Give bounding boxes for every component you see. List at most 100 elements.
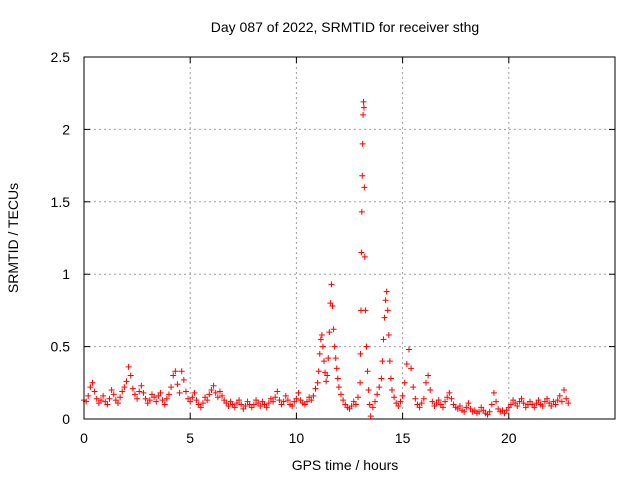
data-point [490, 389, 497, 396]
data-point [340, 397, 347, 404]
data-point [488, 401, 495, 408]
data-point [544, 395, 551, 402]
data-point [176, 389, 183, 396]
data-point [165, 391, 172, 398]
data-point [380, 336, 387, 343]
data-point [159, 397, 166, 404]
data-point [422, 379, 429, 386]
data-point [352, 401, 359, 408]
data-point [265, 400, 272, 407]
data-point [358, 249, 365, 256]
data-point [142, 395, 149, 402]
data-point [435, 397, 442, 404]
data-point [363, 343, 370, 350]
y-axis-label: SRMTID / TECUs [5, 183, 21, 293]
data-point [420, 395, 427, 402]
x-tick-label: 20 [501, 430, 517, 446]
data-point [110, 391, 117, 398]
data-point [552, 401, 559, 408]
data-point [108, 387, 115, 394]
data-point [157, 389, 164, 396]
data-point [270, 398, 277, 405]
data-point [361, 253, 368, 260]
data-point [366, 401, 373, 408]
data-point [376, 384, 383, 391]
data-point [263, 404, 270, 411]
data-point [558, 398, 565, 405]
data-point [476, 408, 483, 415]
data-point [153, 398, 160, 405]
data-point [216, 388, 223, 395]
data-point [225, 402, 232, 409]
data-point [364, 368, 371, 375]
data-point [535, 397, 542, 404]
data-point [119, 388, 126, 395]
data-point [531, 404, 538, 411]
data-point [136, 388, 143, 395]
data-point [187, 398, 194, 405]
data-point [371, 398, 378, 405]
grid-lines [84, 57, 615, 419]
data-point [312, 385, 319, 392]
data-point [379, 358, 386, 365]
data-point [91, 388, 98, 395]
data-point [204, 397, 211, 404]
y-tick-label: 2.5 [51, 49, 71, 65]
data-point [401, 379, 408, 386]
data-point [427, 387, 434, 394]
data-point [314, 379, 321, 386]
data-point [548, 402, 555, 409]
data-point [114, 400, 121, 407]
x-tick-labels: 0 5 10 15 20 [80, 430, 517, 446]
data-point [318, 332, 325, 339]
data-point [208, 387, 215, 394]
data-point [97, 397, 104, 404]
data-point [383, 288, 390, 295]
data-point [121, 384, 128, 391]
x-tick-label: 15 [395, 430, 411, 446]
data-point [360, 104, 367, 111]
data-point [182, 388, 189, 395]
data-points [81, 98, 572, 420]
data-point [554, 397, 561, 404]
data-point [274, 388, 281, 395]
data-point [117, 394, 124, 401]
data-point [395, 402, 402, 409]
data-point [134, 395, 141, 402]
data-point [518, 395, 525, 402]
data-point [123, 378, 130, 385]
y-tick-label: 2 [62, 121, 70, 137]
data-point [170, 372, 177, 379]
data-point [333, 365, 340, 372]
data-point [384, 307, 391, 314]
data-point [374, 391, 381, 398]
data-point [284, 397, 291, 404]
data-point [140, 389, 147, 396]
data-point [563, 395, 570, 402]
data-point [282, 392, 289, 399]
data-point [565, 400, 572, 407]
chart-title: Day 087 of 2022, SRMTID for receiver sth… [211, 19, 479, 35]
data-point [257, 402, 264, 409]
data-point [189, 394, 196, 401]
data-point [138, 382, 145, 389]
axis-ticks [83, 56, 615, 420]
data-point [507, 401, 514, 408]
data-point [219, 392, 226, 399]
data-point [321, 358, 328, 365]
data-point [359, 140, 366, 147]
data-point [369, 404, 376, 411]
data-point [315, 368, 322, 375]
data-point [308, 397, 315, 404]
data-point [391, 394, 398, 401]
data-point [310, 392, 317, 399]
data-point [129, 385, 136, 392]
data-point [493, 398, 500, 405]
data-point [360, 98, 367, 105]
data-point [325, 355, 332, 362]
data-point [331, 343, 338, 350]
data-point [329, 303, 336, 310]
data-point [304, 398, 311, 405]
data-point [446, 389, 453, 396]
